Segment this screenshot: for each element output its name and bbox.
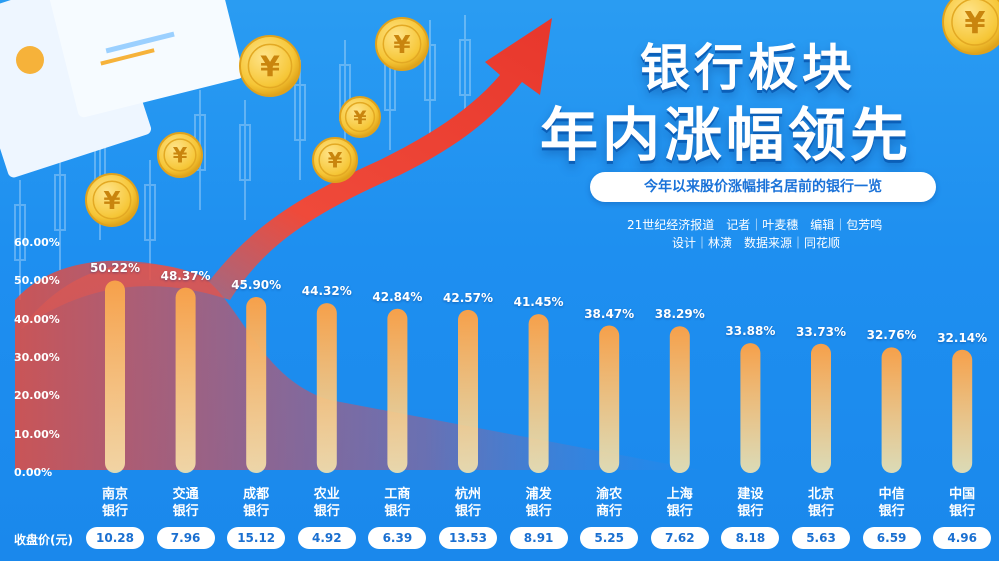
bar-value-label: 32.14% (937, 330, 988, 345)
svg-text:¥: ¥ (103, 186, 120, 215)
bank-name-label: 南京 银行 (101, 487, 128, 519)
bar (952, 349, 973, 473)
yuan-coin-icon: ¥ (312, 137, 358, 183)
bank-name-label: 上海 银行 (666, 487, 693, 519)
candle-body (239, 124, 251, 181)
close-price-badge: 5.63 (792, 527, 850, 549)
yuan-coin-icon: ¥ (85, 173, 139, 227)
close-price-badge: 5.25 (580, 527, 639, 549)
candle-body (459, 39, 471, 96)
svg-text:¥: ¥ (260, 51, 280, 84)
bar-value-label: 41.45% (513, 295, 564, 310)
svg-text:¥: ¥ (393, 30, 410, 59)
close-price-badge: 13.53 (439, 527, 497, 549)
candle-body (424, 44, 436, 101)
yuan-coin-icon: ¥ (239, 35, 301, 97)
bar (669, 326, 690, 473)
close-price-badge: 15.12 (227, 527, 286, 549)
coin-decorations: ¥ ¥ ¥ ¥ ¥ ¥ ¥ (85, 0, 999, 227)
headline-title-line1: 银行板块 (640, 39, 856, 97)
close-price-badge: 4.96 (933, 527, 992, 549)
close-price-badge: 6.39 (368, 527, 427, 549)
bank-name-label: 渝农 商行 (596, 487, 623, 519)
bank-name-label: 建设 银行 (737, 487, 764, 519)
close-price-label: 收盘价(元) (14, 533, 73, 547)
headline-title-line2: 年内涨幅领先 (540, 101, 913, 169)
bar (458, 309, 478, 473)
bar-value-label: 44.32% (301, 284, 352, 299)
y-tick-label: 60.00% (14, 236, 60, 249)
y-tick-label: 0.00% (14, 466, 53, 479)
bar-value-label: 32.76% (866, 328, 917, 343)
candle-body (14, 204, 26, 261)
bar-value-label: 33.88% (725, 324, 776, 339)
close-price-badge: 6.59 (862, 527, 921, 549)
bar (175, 287, 196, 473)
bank-name-label: 农业 银行 (313, 487, 340, 519)
bar-value-label: 50.22% (90, 261, 140, 276)
close-price-badge: 8.91 (509, 527, 568, 549)
bar-value-label: 48.37% (160, 268, 211, 283)
bank-name-label: 杭州 银行 (454, 487, 481, 519)
bar (599, 325, 620, 473)
bank-name-label: 工商 银行 (384, 487, 411, 519)
bar-value-label: 42.84% (372, 289, 423, 304)
svg-text:¥: ¥ (964, 6, 985, 41)
bar (528, 314, 549, 473)
y-tick-label: 10.00% (14, 427, 60, 441)
close-price-badge: 8.18 (721, 527, 780, 549)
close-price-badge: 7.62 (650, 527, 709, 549)
yuan-coin-icon: ¥ (157, 132, 203, 178)
credit-line-2: 设计｜林潢 数据来源｜同花顺 (672, 236, 841, 250)
yuan-coin-icon: ¥ (942, 0, 999, 55)
svg-text:¥: ¥ (328, 149, 343, 173)
bar (105, 280, 125, 473)
bar (811, 343, 831, 473)
bar (246, 297, 267, 473)
svg-text:¥: ¥ (353, 107, 366, 129)
credit-line-1: 21世纪经济报道 记者｜叶麦穗 编辑｜包芳鸣 (627, 218, 883, 232)
bank-name-label: 交通 银行 (172, 487, 199, 519)
bar (387, 308, 408, 473)
bank-name-label: 浦发 银行 (525, 487, 552, 519)
candle-body (144, 184, 156, 241)
y-tick-label: 20.00% (14, 389, 60, 403)
bar-value-label: 38.29% (654, 307, 705, 322)
bar-value-label: 42.57% (443, 290, 493, 305)
bar (740, 343, 761, 473)
subtitle-pill: 今年以来股价涨幅排名居前的银行一览 (590, 172, 936, 202)
bar (881, 347, 902, 473)
yuan-coin-icon: ¥ (339, 96, 381, 138)
y-tick-label: 30.00% (14, 351, 60, 364)
candle-body (294, 84, 306, 141)
bank-name-label: 中国 银行 (949, 487, 976, 519)
bar-value-label: 38.47% (584, 306, 635, 321)
close-price-badge: 4.92 (297, 527, 356, 549)
bar-value-label: 33.73% (796, 324, 846, 339)
yuan-coin-icon: ¥ (375, 17, 429, 71)
rising-arrow-icon (20, 18, 552, 330)
y-tick-label: 50.00% (14, 274, 60, 288)
bank-name-label: 中信 银行 (878, 487, 905, 519)
report-paper-decoration (0, 0, 244, 178)
svg-text:¥: ¥ (173, 144, 188, 168)
bar-value-label: 45.90% (231, 278, 282, 293)
candle-body (54, 174, 66, 231)
close-price-badge: 7.96 (156, 527, 215, 549)
y-tick-label: 40.00% (14, 312, 60, 326)
close-price-badge: 10.28 (86, 527, 144, 549)
bar (316, 303, 337, 473)
bank-name-label: 成都 银行 (243, 487, 270, 519)
bank-name-label: 北京 银行 (807, 487, 834, 519)
